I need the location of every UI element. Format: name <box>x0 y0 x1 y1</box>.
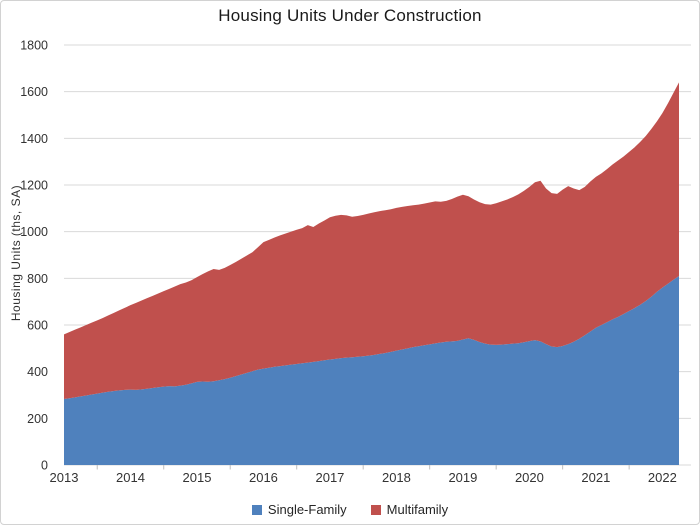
y-tick-label: 600 <box>27 319 48 333</box>
y-tick-label: 1800 <box>20 39 48 53</box>
multifamily-swatch <box>370 504 381 515</box>
legend-label-single-family: Single-Family <box>267 502 347 517</box>
y-tick-label: 1200 <box>20 179 48 193</box>
x-tick-label: 2013 <box>50 470 79 485</box>
single-family-swatch <box>251 504 262 515</box>
y-tick-label: 1000 <box>20 225 48 239</box>
x-tick-label: 2016 <box>249 470 278 485</box>
y-tick-label: 1600 <box>20 85 48 99</box>
x-tick-label: 2019 <box>448 470 477 485</box>
x-tick-label: 2018 <box>382 470 411 485</box>
y-tick-label: 200 <box>27 412 48 426</box>
legend-item-multifamily: Multifamily <box>370 502 449 517</box>
x-tick-label: 2022 <box>648 470 677 485</box>
y-tick-label: 1400 <box>20 132 48 146</box>
x-tick-label: 2017 <box>315 470 344 485</box>
x-tick-label: 2021 <box>581 470 610 485</box>
x-tick-label: 2020 <box>515 470 544 485</box>
y-tick-label: 0 <box>41 459 48 473</box>
x-tick-label: 2014 <box>116 470 145 485</box>
legend-label-multifamily: Multifamily <box>386 502 449 517</box>
single-family-area <box>64 276 679 465</box>
legend-item-single-family: Single-Family <box>251 502 347 517</box>
multifamily-area <box>64 82 679 399</box>
x-tick-label: 2015 <box>183 470 212 485</box>
chart-title: Housing Units Under Construction <box>218 6 482 25</box>
y-tick-label: 400 <box>27 365 48 379</box>
legend: Single-Family Multifamily <box>1 502 699 517</box>
y-tick-label: 800 <box>27 272 48 286</box>
